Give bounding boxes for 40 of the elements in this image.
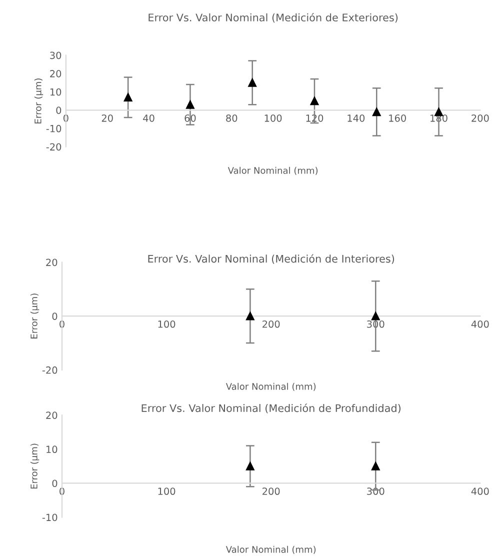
y-tick-label: 20	[46, 258, 58, 266]
x-tick-label: 160	[389, 114, 406, 122]
y-tick-label: 10	[46, 446, 58, 454]
x-tick-label: 40	[143, 114, 154, 122]
y-tick-label: 30	[50, 52, 62, 60]
y-tick-label: -20	[46, 143, 62, 151]
x-tick-label: 100	[158, 320, 176, 328]
y-tick-label: 10	[50, 88, 62, 96]
y-tick-label: 20	[50, 70, 62, 78]
point	[124, 93, 132, 102]
x-axis-title: Valor Nominal (mm)	[226, 382, 316, 391]
x-tick-label: 400	[471, 320, 489, 328]
x-tick-label: 100	[158, 488, 176, 495]
x-tick-label: 140	[348, 114, 365, 122]
x-tick-label: 100	[264, 114, 282, 122]
chart-title: Error Vs. Valor Nominal (Medición de Exteriores)	[148, 12, 398, 23]
y-tick-label: 0	[56, 106, 62, 114]
x-tick-label: 200	[262, 320, 280, 328]
y-tick-label: -10	[42, 514, 58, 522]
y-axis-title: Error (µm)	[30, 294, 40, 338]
x-tick-label: 400	[471, 488, 489, 495]
y-tick-label: 0	[52, 312, 58, 320]
chart-title: Error Vs. Valor Nominal (Medición de Profundidad)	[142, 404, 400, 414]
y-tick-label: 0	[52, 480, 58, 488]
point	[310, 96, 319, 106]
x-tick-label: 200	[472, 114, 489, 122]
x-axis-title: Valor Nominal (mm)	[228, 166, 318, 175]
point	[372, 108, 381, 116]
point	[248, 78, 257, 87]
y-tick-label: 20	[46, 412, 58, 419]
x-tick-label: 200	[262, 488, 280, 495]
y-tick-label: -20	[42, 366, 58, 374]
x-tick-label: 20	[102, 114, 113, 122]
y-axis-title: Error (µm)	[30, 444, 40, 489]
point	[186, 100, 194, 109]
chart-title: Error Vs. Valor Nominal (Medición de Interiores)	[148, 254, 394, 264]
y-axis-title: Error (µm)	[34, 78, 44, 124]
y-tick-label: -10	[46, 124, 62, 132]
x-axis-title: Valor Nominal (mm)	[226, 546, 316, 554]
x-tick-label: 80	[226, 114, 238, 122]
